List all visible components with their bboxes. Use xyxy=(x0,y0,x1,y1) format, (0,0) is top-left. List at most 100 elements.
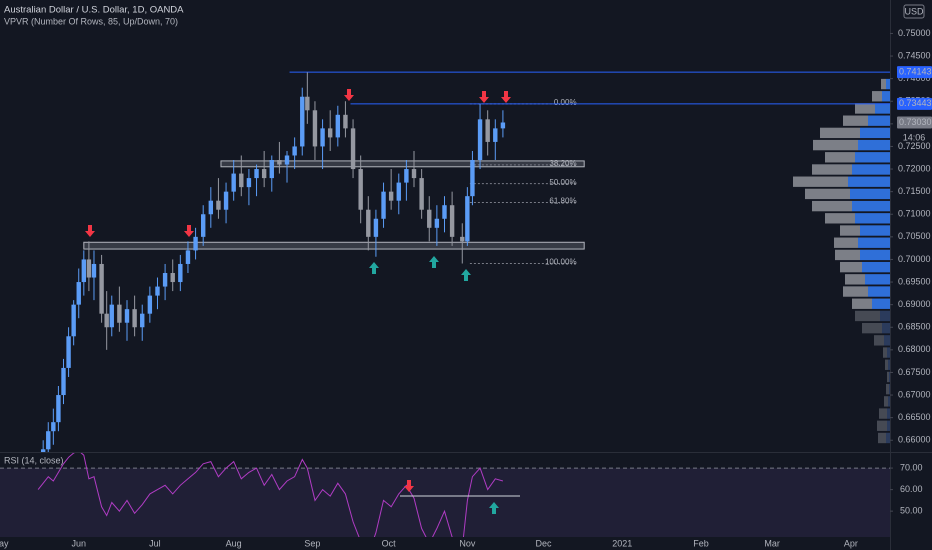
candle-body xyxy=(147,295,153,314)
candle-body xyxy=(305,96,310,111)
candle-body xyxy=(40,449,46,452)
vpvr-up xyxy=(860,127,890,139)
candle-body xyxy=(223,191,229,210)
vpvr-up xyxy=(858,237,890,248)
x-tick-label: Aug xyxy=(226,538,242,548)
vpvr-up xyxy=(855,213,890,224)
vpvr-down xyxy=(887,371,889,383)
candle-body xyxy=(292,146,297,156)
currency-box[interactable] xyxy=(903,4,925,19)
level-price-tag: 0.74143 xyxy=(899,67,932,77)
candle-body xyxy=(178,263,183,283)
fib-label: 61.80% xyxy=(549,197,576,206)
vpvr-up xyxy=(848,176,890,187)
candle-body xyxy=(366,209,371,237)
up-arrow xyxy=(369,262,379,274)
vpvr-up xyxy=(868,286,890,297)
vpvr-down xyxy=(855,103,875,114)
y-tick-label: 0.70000 xyxy=(898,254,931,264)
vpvr-up xyxy=(889,371,890,383)
candle-body xyxy=(239,173,244,188)
candle-body xyxy=(193,236,198,251)
vpvr-down xyxy=(840,261,862,273)
x-tick-label: Feb xyxy=(693,538,709,548)
x-tick-label: Sep xyxy=(304,538,320,548)
candle-body xyxy=(373,218,379,237)
vpvr-up xyxy=(855,152,890,163)
vpvr-up xyxy=(889,383,890,395)
y-tick-label: 0.71500 xyxy=(898,186,931,196)
candle-body xyxy=(465,196,470,242)
countdown: 14:06 xyxy=(903,132,926,142)
candle-body xyxy=(162,273,168,287)
vpvr-up xyxy=(868,115,890,126)
rsi-title: RSI (14, close) xyxy=(4,455,64,465)
candle-body xyxy=(99,263,104,314)
candle-body xyxy=(320,128,325,147)
currency-label[interactable]: USD xyxy=(904,6,924,16)
vpvr-down xyxy=(825,152,855,163)
candle-body xyxy=(500,122,506,129)
candle-body xyxy=(284,155,290,165)
candle-body xyxy=(132,309,137,328)
rsi-y-tick-label: 60.00 xyxy=(900,484,923,494)
vpvr-down xyxy=(881,78,886,90)
candle-body xyxy=(117,304,122,323)
vpvr-down xyxy=(812,164,852,175)
candle-body xyxy=(327,128,333,138)
level-price-tag-box xyxy=(897,66,932,79)
y-tick-label: 0.66000 xyxy=(898,435,931,445)
vpvr-down xyxy=(805,188,850,200)
vpvr-up xyxy=(860,225,890,236)
vpvr-down xyxy=(852,298,872,309)
candle-body xyxy=(109,304,114,328)
candle-body xyxy=(277,160,282,165)
rsi-pane xyxy=(0,453,890,537)
candle-body xyxy=(300,96,305,147)
candle-body xyxy=(427,209,432,228)
last-price-tag: 0.73030 xyxy=(899,117,932,127)
candle-body xyxy=(140,313,145,328)
candle-body xyxy=(404,169,409,183)
candle-body xyxy=(81,259,87,283)
vpvr-up xyxy=(886,432,890,444)
vpvr-up xyxy=(860,249,890,261)
down-arrow xyxy=(344,89,354,101)
candle-body xyxy=(493,128,498,142)
candle-body xyxy=(358,169,363,210)
candle-body xyxy=(434,218,440,228)
up-arrow xyxy=(489,502,499,514)
down-arrow xyxy=(184,225,194,237)
vpvr-up xyxy=(852,200,890,212)
up-arrow xyxy=(461,269,471,281)
y-tick-label: 0.67000 xyxy=(898,389,931,399)
vpvr-down xyxy=(885,359,888,370)
candle-body xyxy=(200,214,206,237)
support-zone xyxy=(220,160,585,168)
rsi-band xyxy=(0,468,890,537)
vpvr-down xyxy=(872,91,882,102)
vpvr-down xyxy=(793,176,848,187)
x-tick-label: 2021 xyxy=(612,538,632,548)
candle-body xyxy=(485,119,490,142)
y-tick-label: 0.74500 xyxy=(898,50,931,60)
price-pane: 0.00% 38.20% 50.00% 61.80% 100.00% xyxy=(40,71,890,452)
level-price-tag: 0.73443 xyxy=(899,98,932,108)
x-tick-label: Mar xyxy=(764,538,780,548)
candle-body xyxy=(442,205,447,219)
vpvr-up xyxy=(852,164,890,175)
y-tick-label: 0.69500 xyxy=(898,276,931,286)
candle-body xyxy=(51,422,56,432)
indicator-title: VPVR (Number Of Rows, 85, Up/Down, 70) xyxy=(4,16,178,26)
y-tick-label: 0.75000 xyxy=(898,28,931,38)
y-tick-label: 0.68000 xyxy=(898,344,931,354)
vpvr-down xyxy=(855,310,880,322)
vpvr-down xyxy=(883,347,887,358)
candle-body xyxy=(419,178,424,210)
level-price-tag-box xyxy=(897,97,932,110)
candle-body xyxy=(460,236,465,242)
candle-body xyxy=(170,273,175,283)
candle-body xyxy=(155,286,160,296)
candle-body xyxy=(104,313,109,328)
